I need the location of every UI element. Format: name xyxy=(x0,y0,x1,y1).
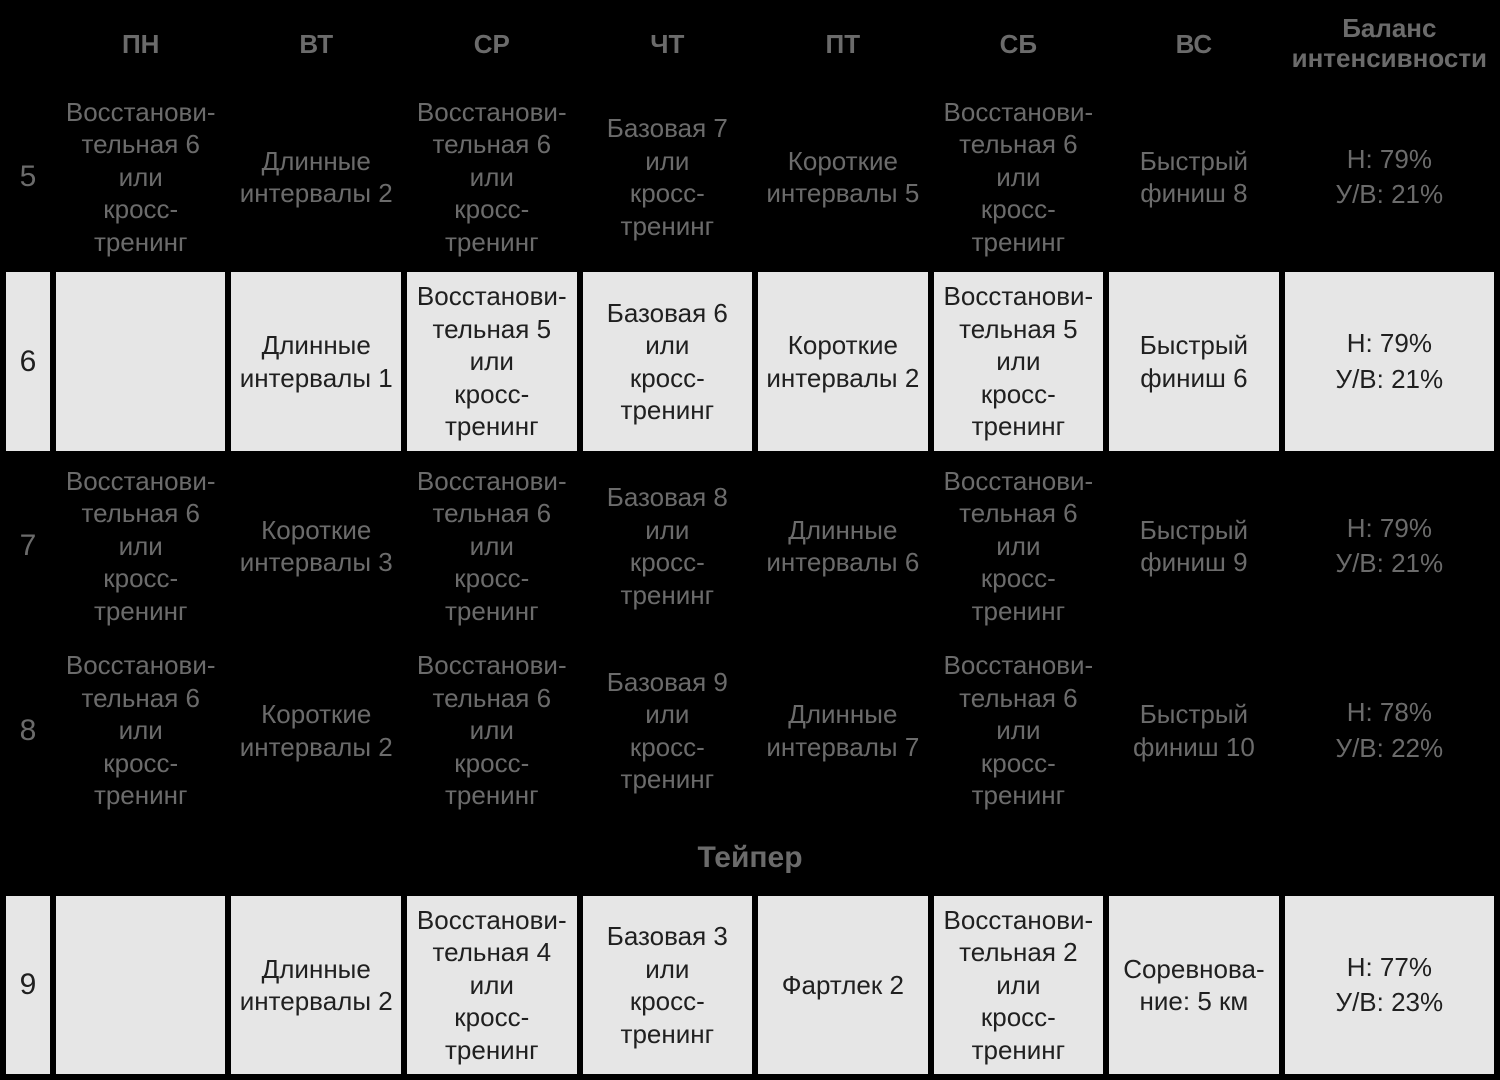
cell-sat: Восстанови-тельная 2 иликросс-тренинг xyxy=(934,896,1104,1075)
cell-mon xyxy=(56,896,226,1075)
col-sun: ВС xyxy=(1109,6,1279,82)
col-sat: СБ xyxy=(934,6,1104,82)
cell-wed: Восстанови-тельная 6 иликросс-тренинг xyxy=(407,88,577,267)
cell-thu: Базовая 3 иликросс-тренинг xyxy=(583,896,753,1075)
cell-tue: Длинныеинтервалы 2 xyxy=(231,896,401,1075)
cell-balance: Н: 79%У/В: 21% xyxy=(1285,272,1494,451)
cell-fri: Короткиеинтервалы 5 xyxy=(758,88,928,267)
cell-sat: Восстанови-тельная 6 иликросс-тренинг xyxy=(934,88,1104,267)
cell-balance: Н: 78%У/В: 22% xyxy=(1285,641,1494,820)
cell-thu: Базовая 8 иликросс-тренинг xyxy=(583,457,753,636)
week-number: 7 xyxy=(6,457,50,636)
cell-sun: Соревнова-ние: 5 км xyxy=(1109,896,1279,1075)
col-fri: ПТ xyxy=(758,6,928,82)
col-thu: ЧТ xyxy=(583,6,753,82)
section-header: Тейпер xyxy=(6,826,1494,890)
cell-sun: Быстрыйфиниш 10 xyxy=(1109,641,1279,820)
cell-balance: Н: 79%У/В: 21% xyxy=(1285,88,1494,267)
week-number: 5 xyxy=(6,88,50,267)
cell-tue: Длинныеинтервалы 2 xyxy=(231,88,401,267)
cell-sat: Восстанови-тельная 5 иликросс-тренинг xyxy=(934,272,1104,451)
cell-sun: Быстрыйфиниш 8 xyxy=(1109,88,1279,267)
cell-fri: Длинныеинтервалы 6 xyxy=(758,457,928,636)
week-number: 9 xyxy=(6,896,50,1075)
cell-thu: Базовая 7 иликросс-тренинг xyxy=(583,88,753,267)
week-number: 8 xyxy=(6,641,50,820)
cell-thu: Базовая 9 иликросс-тренинг xyxy=(583,641,753,820)
week-number: 6 xyxy=(6,272,50,451)
col-wed: СР xyxy=(407,6,577,82)
cell-tue: Короткиеинтервалы 2 xyxy=(231,641,401,820)
col-tue: ВТ xyxy=(231,6,401,82)
cell-sun: Быстрыйфиниш 9 xyxy=(1109,457,1279,636)
cell-fri: Короткиеинтервалы 2 xyxy=(758,272,928,451)
cell-mon: Восстанови-тельная 6 иликросс-тренинг xyxy=(56,641,226,820)
cell-balance: Н: 79%У/В: 21% xyxy=(1285,457,1494,636)
cell-thu: Базовая 6 иликросс-тренинг xyxy=(583,272,753,451)
cell-mon: Восстанови-тельная 6 иликросс-тренинг xyxy=(56,88,226,267)
cell-wed: Восстанови-тельная 6 иликросс-тренинг xyxy=(407,457,577,636)
col-week xyxy=(6,6,50,82)
table-body: ПНВТСРЧТПТСБВСБалансинтенсивности5Восста… xyxy=(6,6,1494,1074)
cell-wed: Восстанови-тельная 5 иликросс-тренинг xyxy=(407,272,577,451)
cell-mon: Восстанови-тельная 6 иликросс-тренинг xyxy=(56,457,226,636)
cell-wed: Восстанови-тельная 6 иликросс-тренинг xyxy=(407,641,577,820)
cell-sat: Восстанови-тельная 6 иликросс-тренинг xyxy=(934,641,1104,820)
training-plan-table-wrap: ПНВТСРЧТПТСБВСБалансинтенсивности5Восста… xyxy=(0,0,1500,961)
training-plan-table: ПНВТСРЧТПТСБВСБалансинтенсивности5Восста… xyxy=(0,0,1500,1080)
cell-tue: Короткиеинтервалы 3 xyxy=(231,457,401,636)
cell-sun: Быстрыйфиниш 6 xyxy=(1109,272,1279,451)
cell-balance: Н: 77%У/В: 23% xyxy=(1285,896,1494,1075)
cell-fri: Длинныеинтервалы 7 xyxy=(758,641,928,820)
col-mon: ПН xyxy=(56,6,226,82)
cell-fri: Фартлек 2 xyxy=(758,896,928,1075)
cell-sat: Восстанови-тельная 6 иликросс-тренинг xyxy=(934,457,1104,636)
cell-mon xyxy=(56,272,226,451)
cell-wed: Восстанови-тельная 4 иликросс-тренинг xyxy=(407,896,577,1075)
cell-tue: Длинныеинтервалы 1 xyxy=(231,272,401,451)
col-balance: Балансинтенсивности xyxy=(1285,6,1494,82)
